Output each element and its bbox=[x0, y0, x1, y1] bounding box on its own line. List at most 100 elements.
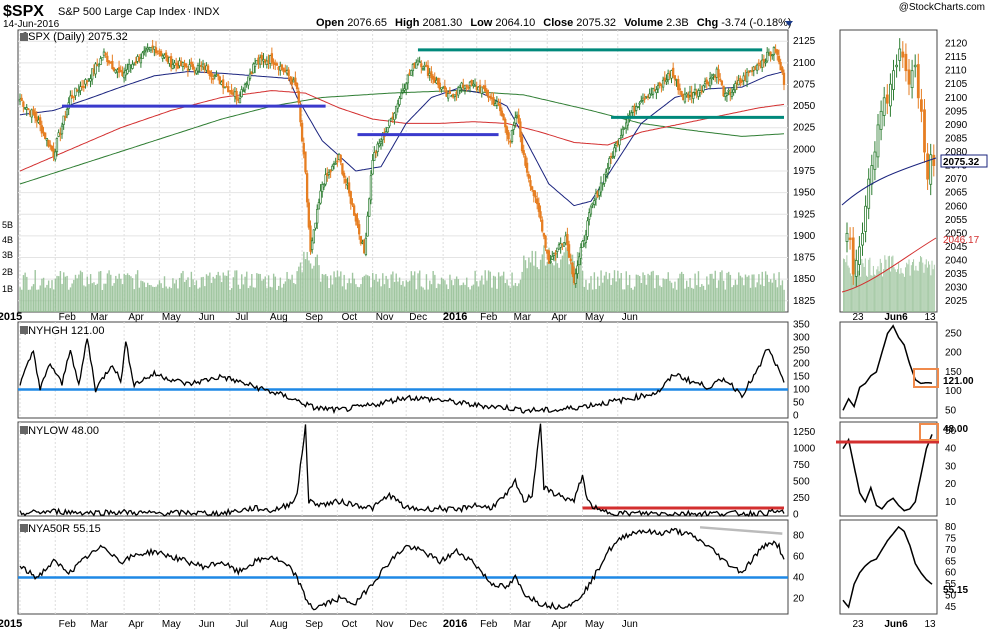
candle-body bbox=[443, 85, 446, 90]
side-volume-bar bbox=[845, 262, 847, 312]
price-tick-label: 1950 bbox=[793, 188, 816, 199]
volume-bar bbox=[518, 283, 520, 312]
indicator-title-nyhgh: $NYHGH 121.00 bbox=[22, 325, 105, 337]
volume-bar bbox=[491, 287, 493, 312]
volume-bar bbox=[168, 286, 171, 312]
volume-bar bbox=[437, 283, 439, 312]
side-price-tick-label: 2085 bbox=[945, 133, 968, 144]
candle-body bbox=[72, 96, 75, 98]
chg-value: -3.74 (-0.18%) bbox=[721, 17, 791, 29]
volume-bar bbox=[467, 287, 470, 312]
x-tick-label-top: Jul bbox=[235, 312, 248, 323]
candle-body bbox=[485, 89, 488, 96]
volume-bar bbox=[489, 271, 491, 312]
volume-bar bbox=[445, 284, 448, 312]
volume-bar bbox=[293, 282, 295, 312]
volume-bar bbox=[21, 289, 23, 312]
volume-bar bbox=[398, 277, 401, 312]
volume-bar bbox=[212, 276, 214, 312]
volume-bar bbox=[96, 283, 99, 312]
volume-bar bbox=[335, 277, 337, 312]
volume-bar bbox=[727, 271, 730, 312]
volume-bar bbox=[147, 282, 149, 312]
volume-bar bbox=[353, 278, 355, 312]
candle-body bbox=[154, 47, 158, 54]
volume-tick-label: 1B bbox=[2, 284, 13, 294]
volume-bar bbox=[558, 267, 560, 312]
volume-bar bbox=[170, 288, 172, 312]
volume-bar bbox=[424, 289, 426, 312]
candle-body bbox=[364, 237, 368, 255]
volume-bar bbox=[615, 281, 617, 312]
side-volume-bar bbox=[905, 267, 906, 312]
candle-body bbox=[599, 182, 603, 193]
side-candle-body bbox=[858, 246, 861, 265]
indicator-tick-label: 300 bbox=[793, 333, 810, 344]
volume-bar bbox=[393, 281, 396, 312]
candle-body bbox=[418, 61, 421, 64]
side-volume-bar bbox=[884, 255, 886, 312]
side-volume-bar bbox=[916, 270, 918, 312]
side-indicator-tick-label: 50 bbox=[945, 405, 957, 416]
volume-bar bbox=[669, 280, 671, 312]
candle-body bbox=[156, 50, 159, 53]
volume-bar bbox=[89, 274, 92, 312]
volume-bar bbox=[405, 280, 407, 312]
volume-bar bbox=[220, 282, 223, 312]
volume-bar bbox=[583, 286, 585, 312]
candle-body bbox=[143, 50, 146, 53]
candle-body bbox=[603, 173, 606, 184]
credit: @StockCharts.com bbox=[899, 2, 985, 13]
candle-body bbox=[253, 62, 257, 67]
volume-bar bbox=[54, 278, 57, 312]
side-volume-bar bbox=[924, 264, 926, 312]
volume-bar bbox=[46, 284, 48, 312]
candle-body bbox=[275, 63, 279, 66]
low-value: 2064.10 bbox=[495, 17, 535, 29]
volume-bar bbox=[598, 285, 601, 312]
volume-bar bbox=[585, 279, 587, 312]
volume-bar bbox=[31, 286, 33, 312]
side-volume-bar bbox=[903, 276, 905, 312]
candle-body bbox=[309, 225, 312, 252]
volume-bar bbox=[298, 266, 300, 312]
volume-bar bbox=[724, 289, 727, 312]
candle-body bbox=[504, 119, 507, 128]
volume-bar bbox=[519, 279, 522, 312]
side-volume-bar bbox=[909, 275, 911, 312]
side-candle-body bbox=[864, 205, 867, 232]
chg-down-arrow-icon[interactable] bbox=[785, 21, 793, 26]
candle-body bbox=[601, 183, 604, 185]
volume-bar bbox=[158, 280, 161, 312]
volume-bar bbox=[439, 284, 441, 312]
symbol: $SPX bbox=[3, 3, 44, 20]
candle-body bbox=[373, 152, 376, 161]
low-label: Low bbox=[470, 17, 492, 29]
candle-body bbox=[97, 63, 101, 67]
volume-bar bbox=[22, 275, 25, 312]
volume-bar bbox=[674, 281, 676, 312]
candle-body bbox=[719, 78, 722, 81]
candle-body bbox=[541, 219, 544, 232]
side-indicator-tick-label: 80 bbox=[945, 522, 957, 533]
candle-body bbox=[280, 64, 284, 70]
side-price-tick-label: 2090 bbox=[945, 120, 968, 131]
volume-bar bbox=[125, 274, 127, 312]
volume-bar bbox=[544, 265, 547, 312]
volume-bar bbox=[165, 286, 167, 312]
volume-bar bbox=[712, 278, 715, 312]
indicator-tick-label: 100 bbox=[793, 384, 810, 395]
volume-bar bbox=[73, 279, 75, 312]
volume-bar bbox=[316, 254, 319, 312]
side-candle-body bbox=[892, 70, 895, 90]
side-volume-bar bbox=[898, 263, 900, 312]
side-price-tick-label: 2050 bbox=[945, 228, 968, 239]
candle-body bbox=[537, 202, 540, 212]
volume-bar bbox=[111, 285, 114, 312]
volume-bar bbox=[120, 278, 122, 312]
volume-bar bbox=[422, 287, 424, 312]
candle-body bbox=[376, 143, 379, 152]
volume-bar bbox=[496, 288, 498, 312]
volume-bar bbox=[565, 247, 567, 312]
side-price-tick-label: 2110 bbox=[945, 66, 967, 77]
